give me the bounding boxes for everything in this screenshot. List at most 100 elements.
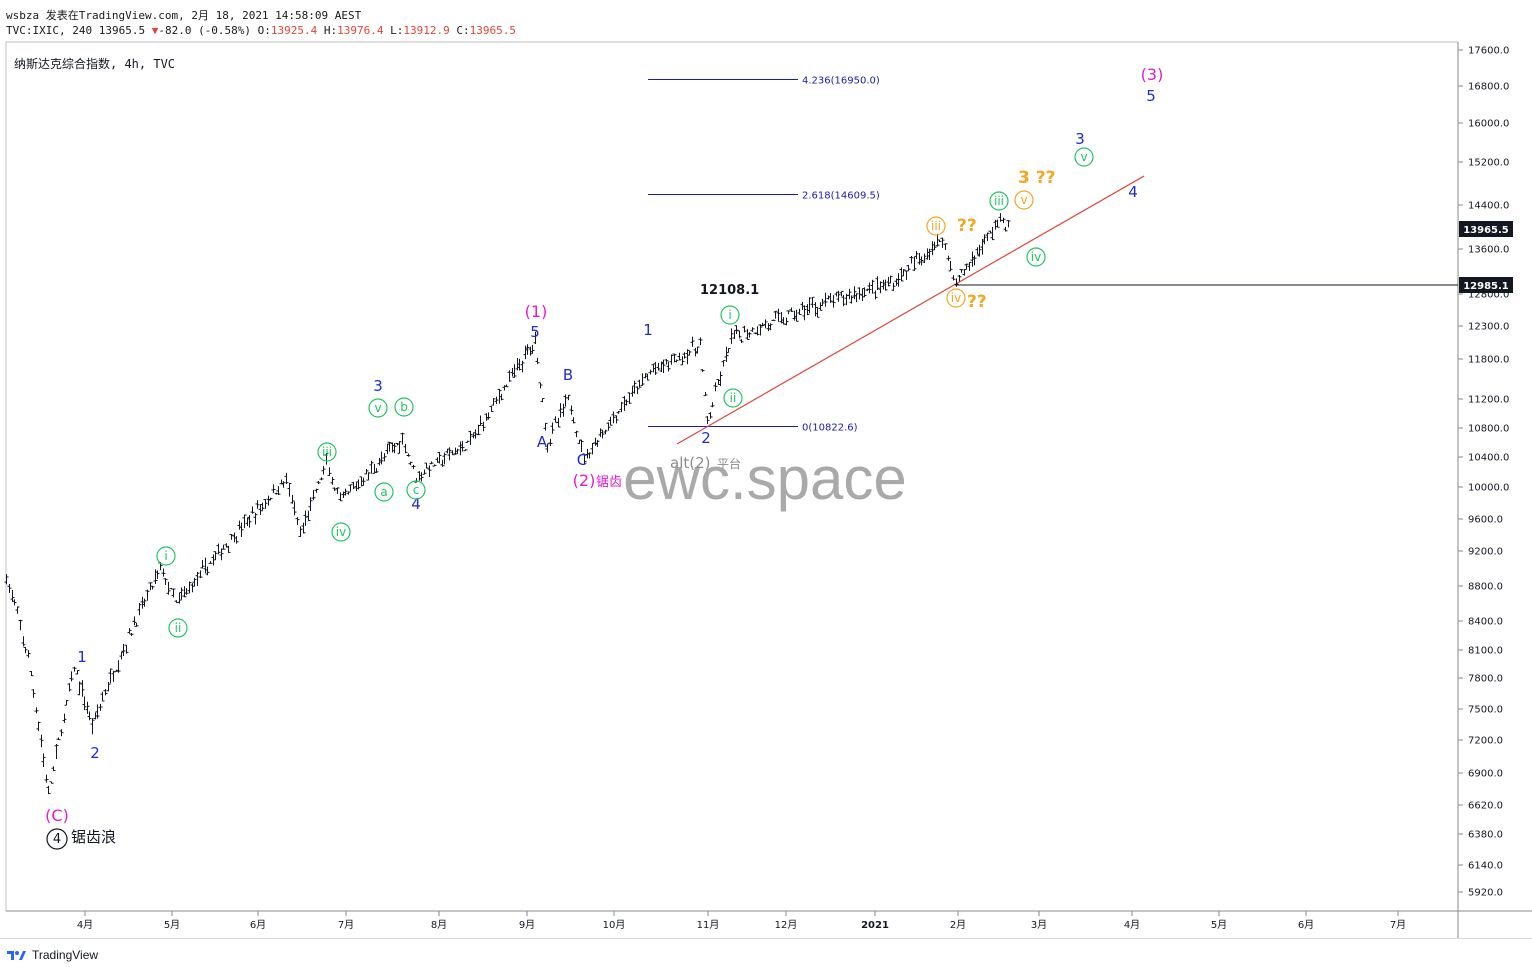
wave-label[interactable]: ii	[723, 388, 743, 408]
wave-label[interactable]: 1	[77, 648, 87, 666]
ohlc-bar	[171, 588, 176, 598]
ohlc-bar	[319, 477, 324, 481]
price-tick-label: 10000.0	[1468, 483, 1509, 494]
wave-label[interactable]: 锯齿	[596, 475, 622, 490]
wave-label[interactable]: 4	[1128, 183, 1138, 201]
wave-label-text: (C)	[45, 806, 69, 825]
ohlc-bar	[150, 585, 155, 590]
wave-label[interactable]: v	[1014, 190, 1034, 210]
ohlc-bar	[587, 452, 592, 459]
wave-label[interactable]: (2)	[573, 471, 596, 490]
elliott-wave-labels[interactable]: 1 2 3 4 5 A B C 1 2 3 4 5 (1) (2) (3) (C) 锯齿 4 锯齿浪 alt(2) 平台 i…	[45, 65, 1164, 850]
wave-label-text: alt(2)	[670, 454, 711, 472]
ohlc-bar	[899, 267, 904, 282]
ohlc-bar	[590, 442, 595, 455]
ohlc-bar	[295, 517, 300, 526]
wave-label[interactable]: 平台	[717, 456, 741, 471]
ohlc-bar	[566, 394, 571, 401]
ohlc-bar	[494, 396, 499, 405]
price-tick-label: 15200.0	[1468, 158, 1509, 169]
wave-label[interactable]: 5	[1146, 87, 1156, 105]
time-tick-label: 11月	[697, 919, 720, 931]
price-tick-label: 12800.0	[1468, 290, 1509, 301]
wave-label[interactable]: 5	[530, 323, 540, 341]
wave-label[interactable]: iv	[946, 288, 966, 308]
wave-label[interactable]: ii	[168, 618, 188, 638]
wave-label[interactable]: 1	[643, 321, 653, 339]
wave-label[interactable]: A	[537, 433, 548, 451]
price-axis[interactable]: 17600.0 16800.0 16000.0 15200.0 14400.0 13600…	[1458, 46, 1509, 899]
ohlc-bar	[550, 422, 555, 434]
wave-label-circle	[374, 482, 394, 502]
wave-label[interactable]: (3)	[1141, 65, 1164, 84]
wave-label[interactable]: (1)	[525, 302, 548, 321]
wave-label[interactable]: 4	[411, 495, 421, 513]
time-axis[interactable]: 4月 5月 6月 7月 8月 9月 10月 11月 12月 2021 2月 3月 4月 5月 6月 7月	[77, 911, 1406, 931]
ohlc-bar	[208, 561, 213, 564]
price-tick-label: 6380.0	[1468, 830, 1503, 841]
wave-label[interactable]: 3	[373, 377, 383, 395]
wave-label[interactable]: B	[563, 366, 573, 384]
ohlc-bar	[468, 430, 473, 445]
ohlc-bar	[321, 465, 326, 475]
ohlc-bar	[659, 361, 664, 372]
price-tick-label: 10400.0	[1468, 453, 1509, 464]
price-tick-label: 13600.0	[1468, 245, 1509, 256]
wave-label[interactable]: i	[720, 305, 740, 325]
tradingview-brand[interactable]: TradingView	[6, 948, 98, 962]
wave-label[interactable]: iv	[331, 522, 351, 542]
last-price-tag-text: 13965.5	[1463, 225, 1509, 236]
ohlc-bar	[95, 704, 100, 719]
wave-label[interactable]: 3	[1075, 130, 1085, 148]
wave-label[interactable]: ??	[967, 292, 987, 312]
ohlc-bar	[369, 460, 374, 474]
wave-label[interactable]: v	[1074, 147, 1094, 167]
last-price: 13965.5	[98, 24, 146, 37]
wave-label[interactable]: c	[406, 480, 426, 500]
ohlc-bar	[348, 484, 353, 492]
wave-label[interactable]: a	[374, 482, 394, 502]
wave-label[interactable]: 锯齿浪	[71, 828, 116, 846]
wave-label[interactable]: v	[368, 398, 388, 418]
ohlc-bar	[760, 322, 765, 327]
wave-label[interactable]: 3 ??	[1018, 168, 1055, 188]
wave-label[interactable]: alt(2)	[670, 454, 711, 472]
ohlc-bar	[786, 310, 791, 315]
wave-label[interactable]: iii	[926, 216, 946, 236]
ohlc-bar	[664, 359, 669, 365]
wave-label[interactable]: ??	[957, 216, 977, 236]
ohlc-bar	[569, 405, 574, 415]
wave-label[interactable]: C	[577, 451, 587, 469]
wave-label[interactable]: i	[156, 546, 176, 566]
ohlc-bar	[72, 666, 77, 672]
ohlc-bar	[875, 276, 880, 291]
ohlc-bar	[545, 443, 550, 453]
ohlc-bar	[820, 298, 825, 307]
ohlc-bar	[106, 681, 111, 692]
wave-label[interactable]: 4	[46, 828, 68, 850]
ohlc-bar	[985, 232, 990, 242]
wave-label-text: iv	[1031, 250, 1041, 264]
wave-label[interactable]: 2	[90, 744, 100, 762]
wave-label[interactable]: 2	[701, 429, 711, 447]
fib-extension-tool[interactable]: 4.236(16950.0) 2.618(14609.5) 0(10822.6)	[648, 76, 880, 434]
wave-label-text: b	[400, 400, 408, 414]
ohlc-bar	[716, 379, 721, 385]
wave-label[interactable]: iii	[989, 191, 1009, 211]
trendline[interactable]	[676, 175, 1145, 445]
wave-label-text: ??	[957, 216, 977, 236]
wave-label-circle	[1074, 147, 1094, 167]
ohlc-bar	[232, 532, 237, 543]
wave-label-text: 3	[1075, 130, 1085, 148]
open-label: O:	[257, 24, 271, 37]
wave-label-circle	[926, 216, 946, 236]
wave-label[interactable]: iv	[1026, 247, 1046, 267]
wave-label[interactable]: b	[394, 397, 414, 417]
wave-label[interactable]: (C)	[45, 806, 69, 825]
price-chart[interactable]: 17600.0 16800.0 16000.0 15200.0 14400.0 13600…	[0, 0, 1532, 938]
wave-label[interactable]: iii	[317, 442, 337, 462]
wave-label-text: C	[577, 451, 587, 469]
ohlc-bar	[62, 713, 67, 723]
low-label: L:	[390, 24, 404, 37]
ohlc-bar	[26, 650, 31, 658]
